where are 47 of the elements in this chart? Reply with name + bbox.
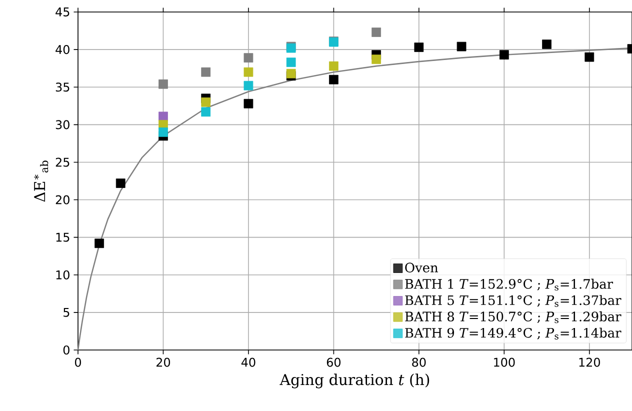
y-tick-label: 30 — [56, 120, 70, 130]
point — [414, 42, 424, 52]
point — [244, 80, 254, 90]
y-tick-label: 40 — [56, 45, 70, 54]
point — [201, 67, 211, 77]
legend-label: BATH 9 T=149.4°C ; P$_{s}$=1.14bar — [405, 328, 622, 340]
point — [329, 74, 338, 84]
point — [116, 178, 126, 188]
point — [584, 52, 594, 62]
point — [158, 127, 168, 137]
point — [286, 58, 296, 68]
y-tick-label: 35 — [56, 82, 70, 92]
y-tick-label: 25 — [56, 158, 70, 167]
y-tick-label: 5 — [64, 308, 70, 317]
x-tick-label: 60 — [326, 358, 341, 367]
y-tick-label: 15 — [56, 232, 70, 242]
x-tick-label: 0 — [74, 358, 82, 367]
point — [372, 54, 381, 64]
point — [244, 53, 254, 62]
y-tick-label: 45 — [56, 8, 70, 16]
point — [456, 42, 466, 52]
point — [499, 50, 509, 60]
point — [201, 107, 211, 117]
point — [244, 98, 254, 108]
x-tick-label: 40 — [241, 358, 256, 367]
x-tick-label: 80 — [412, 358, 426, 367]
legend-label: BATH 1 T=152.9°C ; P$_{s}$=1.7bar — [405, 278, 614, 291]
legend-label: BATH 5 T=151.1°C ; P$_{s}$=1.37bar — [405, 295, 622, 307]
x-tick-label: 100 — [494, 358, 515, 367]
point — [286, 68, 296, 78]
legend-label: Oven — [405, 262, 438, 272]
y-tick-label: 10 — [56, 270, 70, 280]
y-axis-title: ΔE$^{∗}$ab — [34, 160, 48, 202]
point — [158, 79, 168, 89]
y-tick-label: 20 — [56, 195, 70, 204]
x-tick-label: 120 — [579, 358, 600, 367]
legend-label: BATH 8 T=150.7°C ; P$_{s}$=1.29bar — [405, 311, 622, 324]
point — [201, 97, 211, 107]
x-tick-label: 20 — [156, 358, 170, 367]
point — [329, 61, 338, 71]
y-tick-label: 0 — [63, 345, 70, 355]
point — [372, 28, 381, 37]
point — [158, 112, 168, 122]
point — [542, 40, 552, 49]
point — [244, 67, 254, 77]
point — [94, 238, 104, 248]
x-axis-title: Aging duration t (h) — [280, 374, 430, 388]
